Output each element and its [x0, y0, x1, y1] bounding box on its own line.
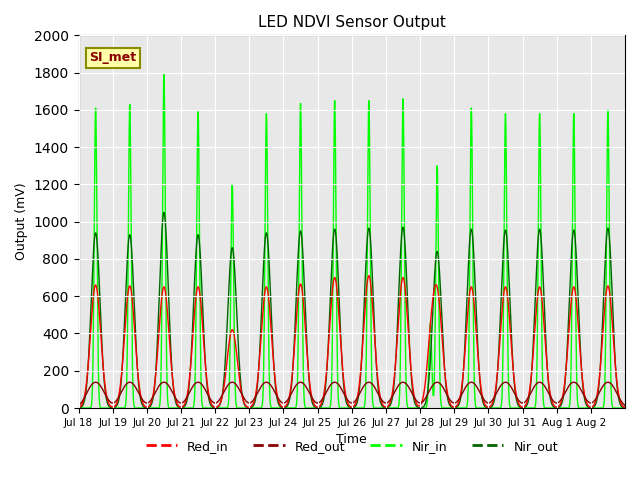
Nir_out	[273, 392, 280, 397]
Red_out	[570, 379, 578, 385]
Red_out	[509, 387, 516, 393]
Nir_out	[621, 405, 629, 411]
Line: Red_in: Red_in	[79, 276, 625, 408]
Nir_out	[75, 405, 83, 411]
Y-axis label: Output (mV): Output (mV)	[15, 183, 28, 261]
Red_out	[480, 396, 488, 402]
Red_in	[75, 405, 83, 410]
Red_in	[509, 363, 516, 369]
Line: Red_out: Red_out	[79, 382, 625, 406]
Nir_out	[509, 361, 516, 367]
Nir_in	[398, 175, 406, 181]
Legend: Red_in, Red_out, Nir_in, Nir_out: Red_in, Red_out, Nir_in, Nir_out	[141, 435, 563, 457]
Text: SI_met: SI_met	[90, 51, 136, 64]
Red_in	[273, 387, 280, 393]
Red_out	[273, 392, 280, 398]
Red_in	[365, 273, 372, 278]
Red_out	[398, 380, 406, 385]
Red_out	[102, 393, 110, 399]
Nir_in	[75, 405, 83, 411]
Red_out	[75, 403, 83, 408]
Nir_in	[160, 72, 168, 77]
Red_out	[422, 395, 429, 401]
Nir_in	[273, 405, 280, 411]
Nir_out	[160, 209, 168, 215]
Title: LED NDVI Sensor Output: LED NDVI Sensor Output	[258, 15, 445, 30]
Red_in	[480, 399, 488, 405]
Nir_in	[621, 405, 629, 411]
Nir_in	[509, 405, 516, 411]
Nir_in	[480, 405, 488, 411]
Nir_out	[398, 229, 406, 235]
Red_out	[621, 403, 629, 408]
Nir_in	[102, 405, 110, 411]
Nir_out	[422, 399, 429, 405]
Nir_out	[102, 394, 110, 399]
Nir_out	[480, 402, 488, 408]
Line: Nir_in: Nir_in	[79, 74, 625, 408]
Red_in	[102, 389, 110, 395]
Nir_in	[422, 405, 429, 410]
X-axis label: Time: Time	[337, 433, 367, 446]
Line: Nir_out: Nir_out	[79, 212, 625, 408]
Red_in	[621, 405, 629, 410]
Red_in	[422, 375, 429, 381]
Red_in	[398, 277, 406, 283]
